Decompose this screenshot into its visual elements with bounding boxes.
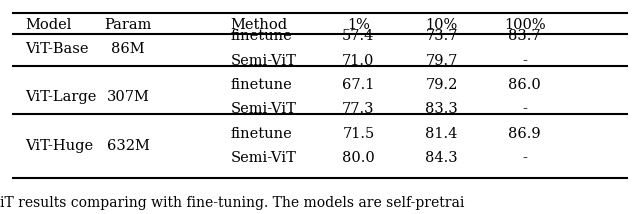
Text: -: - — [522, 54, 527, 68]
Text: -: - — [522, 102, 527, 116]
Text: ViT-Huge: ViT-Huge — [26, 139, 93, 153]
Text: finetune: finetune — [230, 29, 292, 43]
Text: 83.3: 83.3 — [425, 102, 458, 116]
Text: 84.3: 84.3 — [426, 151, 458, 165]
Text: 73.7: 73.7 — [426, 29, 458, 43]
Text: ViT-Base: ViT-Base — [26, 42, 89, 56]
Text: -: - — [522, 151, 527, 165]
Text: 67.1: 67.1 — [342, 78, 374, 92]
Text: Semi-ViT: Semi-ViT — [230, 54, 296, 68]
Text: finetune: finetune — [230, 127, 292, 141]
Text: 81.4: 81.4 — [426, 127, 458, 141]
Text: iT results comparing with fine-tuning. The models are self-pretrai: iT results comparing with fine-tuning. T… — [0, 196, 465, 210]
Text: 86.9: 86.9 — [509, 127, 541, 141]
Text: 307M: 307M — [107, 90, 149, 104]
Text: 83.7: 83.7 — [509, 29, 541, 43]
Text: 79.2: 79.2 — [426, 78, 458, 92]
Text: 100%: 100% — [504, 18, 546, 32]
Text: 71.5: 71.5 — [342, 127, 374, 141]
Text: 1%: 1% — [347, 18, 370, 32]
Text: Model: Model — [26, 18, 72, 32]
Text: Param: Param — [104, 18, 152, 32]
Text: 79.7: 79.7 — [426, 54, 458, 68]
Text: Semi-ViT: Semi-ViT — [230, 151, 296, 165]
Text: 86.0: 86.0 — [508, 78, 541, 92]
Text: ViT-Large: ViT-Large — [26, 90, 97, 104]
Text: Method: Method — [230, 18, 287, 32]
Text: 71.0: 71.0 — [342, 54, 374, 68]
Text: 57.4: 57.4 — [342, 29, 374, 43]
Text: 77.3: 77.3 — [342, 102, 374, 116]
Text: 80.0: 80.0 — [342, 151, 375, 165]
Text: Semi-ViT: Semi-ViT — [230, 102, 296, 116]
Text: 632M: 632M — [107, 139, 149, 153]
Text: 86M: 86M — [111, 42, 145, 56]
Text: finetune: finetune — [230, 78, 292, 92]
Text: 10%: 10% — [426, 18, 458, 32]
